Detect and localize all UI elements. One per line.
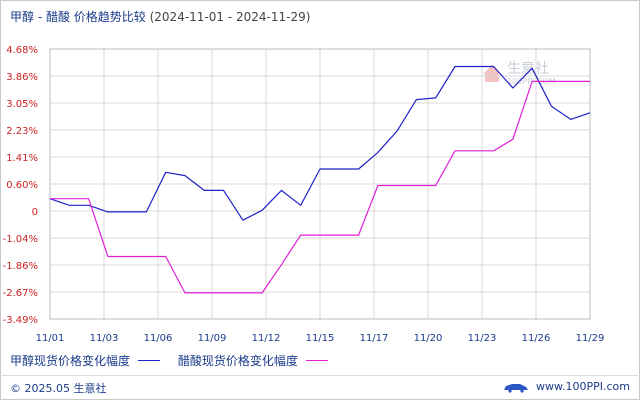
legend-label-acetic: 醋酸现货价格变化幅度 xyxy=(177,354,298,368)
y-tick-label: 0.60% xyxy=(6,180,38,191)
x-tick-label: 11/09 xyxy=(198,333,227,344)
legend-item-methanol: 甲醇现货价格变化幅度 xyxy=(10,352,161,369)
y-tick-label: 3.05% xyxy=(6,99,38,110)
x-tick-label: 11/23 xyxy=(468,333,497,344)
footer-site-link[interactable]: www.100PPI.com xyxy=(536,380,630,393)
y-tick-label: 1.41% xyxy=(6,153,38,164)
plot-area-border xyxy=(49,48,591,320)
series-line-acetic xyxy=(50,80,590,294)
chart-date-range: (2024-11-01 - 2024-11-29) xyxy=(149,10,311,24)
series-line-methanol xyxy=(49,65,591,221)
legend-swatch-acetic xyxy=(305,360,328,361)
y-tick-label: 0 xyxy=(32,207,38,218)
chart-legend: 甲醇现货价格变化幅度 醋酸现货价格变化幅度 xyxy=(10,352,342,369)
x-tick-label: 11/01 xyxy=(36,333,65,344)
footer-divider xyxy=(0,375,638,376)
y-tick-label: -2.67% xyxy=(3,288,38,299)
footer-site: www.100PPI.com xyxy=(502,380,630,393)
legend-swatch-methanol xyxy=(138,360,161,361)
x-tick-label: 11/06 xyxy=(144,333,173,344)
footer-copyright: © 2025.05 生意社 xyxy=(10,382,107,395)
y-tick-label: -1.86% xyxy=(3,261,38,272)
x-tick-label: 11/15 xyxy=(306,333,335,344)
x-tick-label: 11/17 xyxy=(360,333,389,344)
car-logo-icon xyxy=(504,383,529,393)
y-tick-label: 2.23% xyxy=(6,126,38,137)
y-tick-label: 3.86% xyxy=(6,72,38,83)
watermark-house-icon xyxy=(483,65,501,82)
watermark-url: 100PPI.COM xyxy=(507,77,556,86)
legend-item-acetic: 醋酸现货价格变化幅度 xyxy=(178,352,328,369)
y-tick-label: -1.04% xyxy=(3,234,38,245)
chart-title-text: 甲醇 - 醋酸 价格趋势比较 xyxy=(10,10,146,24)
x-tick-label: 11/12 xyxy=(252,333,281,344)
chart-title: 甲醇 - 醋酸 价格趋势比较 (2024-11-01 - 2024-11-29) xyxy=(10,8,310,25)
legend-label-methanol: 甲醇现货价格变化幅度 xyxy=(10,354,131,368)
x-tick-label: 11/03 xyxy=(90,333,119,344)
x-tick-label: 11/26 xyxy=(522,333,551,344)
x-tick-label: 11/20 xyxy=(414,333,443,344)
x-tick-label: 11/29 xyxy=(576,333,605,344)
watermark-name: 生意社 xyxy=(507,60,549,77)
y-tick-label: 4.68% xyxy=(6,45,38,56)
y-tick-label: -3.49% xyxy=(3,315,38,326)
